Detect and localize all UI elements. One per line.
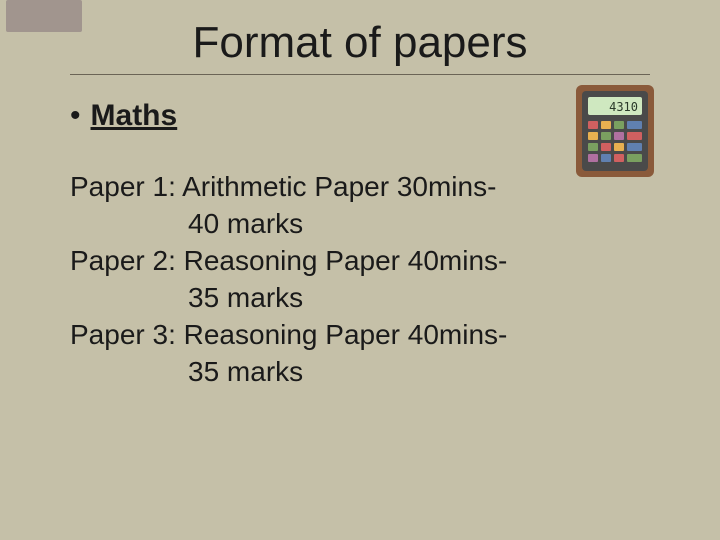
paper-2-detail: 35 marks bbox=[70, 280, 650, 317]
paper-3-detail: 35 marks bbox=[70, 354, 650, 391]
paper-3-header: Paper 3: Reasoning Paper 40mins- bbox=[70, 317, 650, 354]
calc-screen-text: 4310 bbox=[609, 100, 638, 114]
paper-1-header: Paper 1: Arithmetic Paper 30mins- bbox=[70, 169, 650, 206]
content-area: • Maths 4310 bbox=[70, 99, 650, 391]
papers-list: Paper 1: Arithmetic Paper 30mins- 40 mar… bbox=[70, 169, 650, 391]
subject-row: • Maths bbox=[70, 99, 650, 133]
calculator-icon: 4310 bbox=[570, 83, 660, 179]
subject-bullet: • Maths bbox=[70, 99, 177, 133]
title-rule bbox=[70, 74, 650, 75]
slide: Format of papers • Maths 4310 bbox=[0, 0, 720, 540]
subject-label: Maths bbox=[91, 99, 178, 133]
bullet-char: • bbox=[70, 99, 81, 133]
paper-2-header: Paper 2: Reasoning Paper 40mins- bbox=[70, 243, 650, 280]
slide-title: Format of papers bbox=[70, 18, 650, 68]
paper-1-detail: 40 marks bbox=[70, 206, 650, 243]
